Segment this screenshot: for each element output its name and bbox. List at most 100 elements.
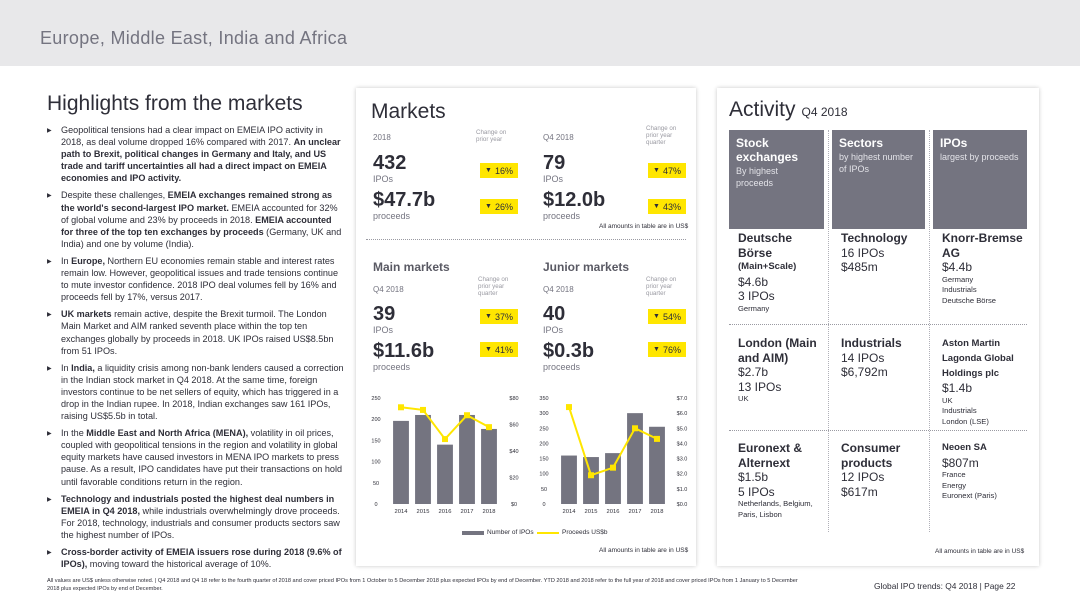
highlight-bullet: Cross-border activity of EMEIA issuers r… (47, 546, 344, 570)
point-proceeds (566, 404, 572, 411)
y-tick-label: 150 (371, 438, 380, 444)
exchange-country: Netherlands, Belgium, Paris, Lisbon (738, 499, 813, 519)
highlight-bullet: Geopolitical tensions had a clear impact… (47, 124, 344, 184)
y2-tick-label: $40 (509, 449, 518, 455)
y-tick-label: 0 (374, 502, 377, 508)
col-head-sub: largest by proceeds (940, 152, 1019, 162)
down-arrow-icon: ▼ (485, 313, 492, 320)
ipos-2018-value: 432 (373, 152, 407, 174)
sector-proceeds: $6,792m (841, 365, 888, 379)
ipo-proceeds: $1.4b (942, 381, 973, 395)
y-tick-label: 150 (539, 457, 548, 463)
ipo-cell: Neoen SA $807m France Energy Euronext (P… (942, 441, 1032, 502)
activity-title: Activity (729, 98, 796, 121)
col-head-title: Stock exchanges (736, 136, 799, 164)
exchange-proceeds: $4.6b (738, 274, 769, 289)
y-tick-label: 350 (539, 396, 548, 402)
y-tick-label: 0 (542, 502, 545, 508)
markets-panel: Markets 2018 Change on prior year 432 IP… (356, 88, 696, 566)
sector-cell: Technology 16 IPOs $485m (841, 231, 927, 275)
proceeds-2018-value: $47.7b (373, 189, 436, 211)
x-tick-label: 2014 (395, 509, 409, 515)
change-label: Change on prior year quarter (478, 276, 509, 297)
ipo-cell: Aston Martin Lagonda Global Holdings plc… (942, 336, 1032, 427)
exchange-name: London (Main and AIM) (738, 336, 817, 365)
bullet-text: EMEIA exchanges remained strong as the w… (61, 190, 333, 213)
highlights-title: Highlights from the markets (47, 92, 303, 115)
y2-tick-label: $2.0 (677, 472, 688, 478)
ipo-country: France (942, 470, 966, 479)
exchange-name: Deutsche Börse (738, 231, 793, 260)
bullet-text: (Germany, UK and India) and one by volum… (61, 226, 342, 249)
junior-proceeds-value: $0.3b (543, 340, 595, 362)
y2-tick-label: $7.0 (677, 396, 688, 402)
highlights-list: Geopolitical tensions had a clear impact… (47, 124, 344, 575)
ipo-exchange: Deutsche Börse (942, 295, 997, 305)
ipo-name: Aston Martin Lagonda Global Holdings plc (942, 338, 1014, 379)
ipos-q4-value: 79 (543, 152, 566, 174)
change-badge: ▼ 26% (480, 199, 518, 214)
legend-label-proceeds: Proceeds US$b (562, 529, 608, 536)
point-proceeds (442, 436, 448, 443)
bullet-text: In (61, 255, 72, 266)
y2-tick-label: $5.0 (677, 426, 688, 432)
exchange-subname: (Main+Scale) (738, 261, 797, 272)
main-markets-chart: 250 200 150 100 50 0 $80 $60 $40 $20 $0 2014 2015 201… (371, 396, 518, 515)
bullet-text: EMEIA accounted for three of the top ten… (61, 214, 332, 237)
proceeds-unit: proceeds (543, 211, 581, 221)
line-proceeds (400, 406, 490, 441)
y2-tick-label: $80 (509, 396, 518, 402)
x-tick-label: 2018 (483, 509, 496, 515)
change-badge: ▼ 37% (480, 309, 518, 324)
change-value: 41% (494, 344, 513, 355)
y-tick-label: 200 (371, 417, 380, 423)
y2-tick-label: $3.0 (677, 457, 688, 463)
ipo-country: UK (942, 395, 953, 405)
column-divider (828, 130, 829, 532)
highlight-bullet: In India, a liquidity crisis among non-b… (47, 362, 344, 422)
y-tick-label: 250 (371, 396, 380, 402)
point-proceeds (464, 412, 470, 419)
down-arrow-icon: ▼ (485, 167, 492, 174)
ipo-sector: Energy (942, 480, 967, 490)
down-arrow-icon: ▼ (653, 313, 660, 320)
bullet-text: a liquidity crisis among non-bank lender… (61, 362, 344, 422)
exchange-cell: London (Main and AIM) $2.7b 13 IPOs UK (738, 336, 826, 405)
bullet-text: An unclear path to Brexit, political cha… (61, 137, 341, 184)
bullet-text: UK markets (61, 309, 112, 320)
change-value: 43% (662, 201, 681, 212)
sector-name: Technology (841, 231, 908, 245)
junior-markets-chart: 350 300 250 200 150 100 50 0 $7.0 $6.0 $5.0 $4.0 $3.… (539, 396, 688, 515)
change-label: Change on prior year quarter (646, 276, 677, 297)
down-arrow-icon: ▼ (653, 203, 660, 210)
column-divider (929, 130, 930, 532)
ipos-unit: IPOs (543, 325, 564, 335)
usd-note: All amounts in table are in US$ (599, 223, 689, 230)
y-tick-label: 250 (539, 426, 548, 432)
ipos-unit: IPOs (373, 174, 394, 184)
period-label: Q4 2018 (373, 285, 404, 294)
bullet-text: while industrials overwhelmingly drove p… (61, 505, 340, 540)
change-value: 47% (662, 165, 681, 176)
sector-ipos: 16 IPOs (841, 245, 885, 260)
legend-label-ipos: Number of IPOs (487, 529, 534, 536)
highlight-bullet: UK markets remain active, despite the Br… (47, 308, 344, 356)
exchange-cell: Euronext & Alternext $1.5b 5 IPOs Nether… (738, 441, 826, 520)
activity-period: Q4 2018 (801, 105, 848, 119)
point-proceeds (420, 406, 426, 413)
down-arrow-icon: ▼ (485, 203, 492, 210)
ipo-country: Germany (942, 274, 974, 284)
ipo-proceeds: $4.4b (942, 260, 973, 274)
bullet-text: In (61, 362, 72, 373)
y2-tick-label: $6.0 (677, 411, 688, 417)
proceeds-unit: proceeds (373, 211, 411, 221)
change-badge: ▼ 43% (648, 199, 686, 214)
period-label: Q4 2018 (543, 285, 574, 294)
ipo-cell: Knorr-Bremse AG $4.4b Germany Industrial… (942, 231, 1032, 306)
page-section-title: Europe, Middle East, India and Africa (40, 28, 348, 48)
point-proceeds (654, 435, 660, 442)
sector-cell: Consumer products 12 IPOs $617m (841, 441, 927, 499)
x-tick-label: 2018 (651, 509, 664, 515)
y2-tick-label: $20 (509, 476, 518, 482)
usd-note: All amounts in table are in US$ (935, 548, 1025, 555)
